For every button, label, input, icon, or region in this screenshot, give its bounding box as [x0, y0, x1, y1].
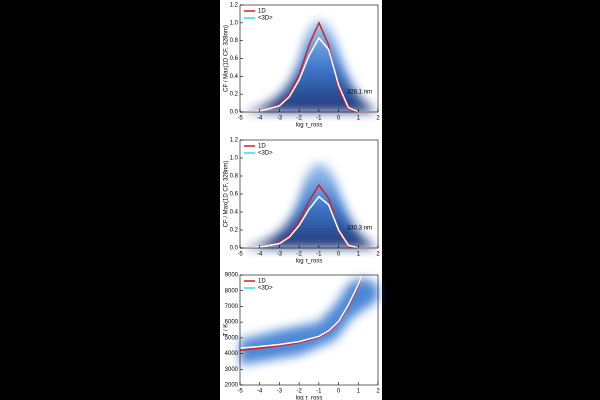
- x-tick-label: 1: [357, 116, 361, 122]
- x-tick-label: 0: [337, 389, 341, 395]
- y-tick-label: 6000: [225, 320, 239, 326]
- x-tick-label: -1: [316, 389, 322, 395]
- x-tick-label: -5: [237, 252, 243, 258]
- y-tick-label: 2000: [225, 383, 239, 389]
- y-axis-label: CF / Max(1D CF, 328nm): [224, 161, 230, 228]
- y-axis-label: T / K: [224, 324, 230, 337]
- x-tick-label: -5: [237, 389, 243, 395]
- y-tick-label: 0.8: [230, 174, 239, 180]
- y-tick-label: 1.0: [230, 156, 239, 162]
- x-tick-label: 1: [357, 252, 361, 258]
- y-tick-label: 1.2: [230, 3, 239, 9]
- x-tick-label: 0: [337, 116, 341, 122]
- x-tick-label: 1: [357, 389, 361, 395]
- legend-label: 1D: [258, 9, 266, 15]
- y-tick-label: 0.2: [230, 228, 239, 234]
- x-tick-label: -3: [277, 389, 283, 395]
- legend-label: <3D>: [258, 151, 273, 157]
- y-tick-label: 9000: [225, 273, 239, 279]
- x-axis-label: log τ_ross: [296, 259, 323, 265]
- x-tick-label: -3: [277, 116, 283, 122]
- y-tick-label: 0.4: [230, 210, 239, 216]
- x-tick-label: -4: [257, 389, 263, 395]
- legend-label: <3D>: [258, 16, 273, 22]
- y-tick-label: 0.4: [230, 74, 239, 80]
- y-tick-label: 3000: [225, 367, 239, 373]
- y-tick-label: 5000: [225, 335, 239, 341]
- x-tick-label: 2: [376, 389, 380, 395]
- x-tick-label: -2: [296, 116, 302, 122]
- legend-label: 1D: [258, 279, 266, 285]
- y-tick-label: 0.0: [230, 246, 239, 252]
- x-tick-label: 0: [337, 252, 341, 258]
- x-axis-label: log τ_ross: [296, 396, 323, 400]
- plot-frame: [239, 274, 379, 386]
- annotation: 330.3 nm: [347, 226, 372, 232]
- annotation: 328.1 nm: [347, 90, 372, 96]
- y-tick-label: 4000: [225, 351, 239, 357]
- series-line: [239, 274, 363, 349]
- x-tick-label: -2: [296, 252, 302, 258]
- x-tick-label: -5: [237, 116, 243, 122]
- y-tick-label: 7000: [225, 304, 239, 310]
- x-tick-label: -4: [257, 252, 263, 258]
- x-tick-label: -3: [277, 252, 283, 258]
- y-axis-label: CF / Max(1D CF, 328nm): [224, 25, 230, 92]
- y-tick-label: 0.6: [230, 192, 239, 198]
- y-tick-label: 1.2: [230, 138, 239, 144]
- y-tick-label: 0.0: [230, 110, 239, 116]
- x-tick-label: 2: [376, 252, 380, 258]
- x-axis-label: log τ_ross: [296, 123, 323, 129]
- y-tick-label: 0.8: [230, 38, 239, 44]
- x-tick-label: -4: [257, 116, 263, 122]
- legend-label: 1D: [258, 144, 266, 150]
- panels: 1D<3D>0.00.20.40.60.81.01.2-5 -4 -3 -2 -1 0 1 2…: [224, 3, 381, 400]
- density-cloud: [240, 20, 378, 365]
- x-tick-label: -1: [316, 116, 322, 122]
- x-tick-label: -1: [316, 252, 322, 258]
- y-tick-label: 1.0: [230, 20, 239, 26]
- x-tick-label: -2: [296, 389, 302, 395]
- y-tick-label: 8000: [225, 288, 239, 294]
- legend-label: <3D>: [258, 286, 273, 292]
- y-tick-label: 0.2: [230, 92, 239, 98]
- y-tick-label: 0.6: [230, 56, 239, 62]
- x-tick-label: 2: [376, 116, 380, 122]
